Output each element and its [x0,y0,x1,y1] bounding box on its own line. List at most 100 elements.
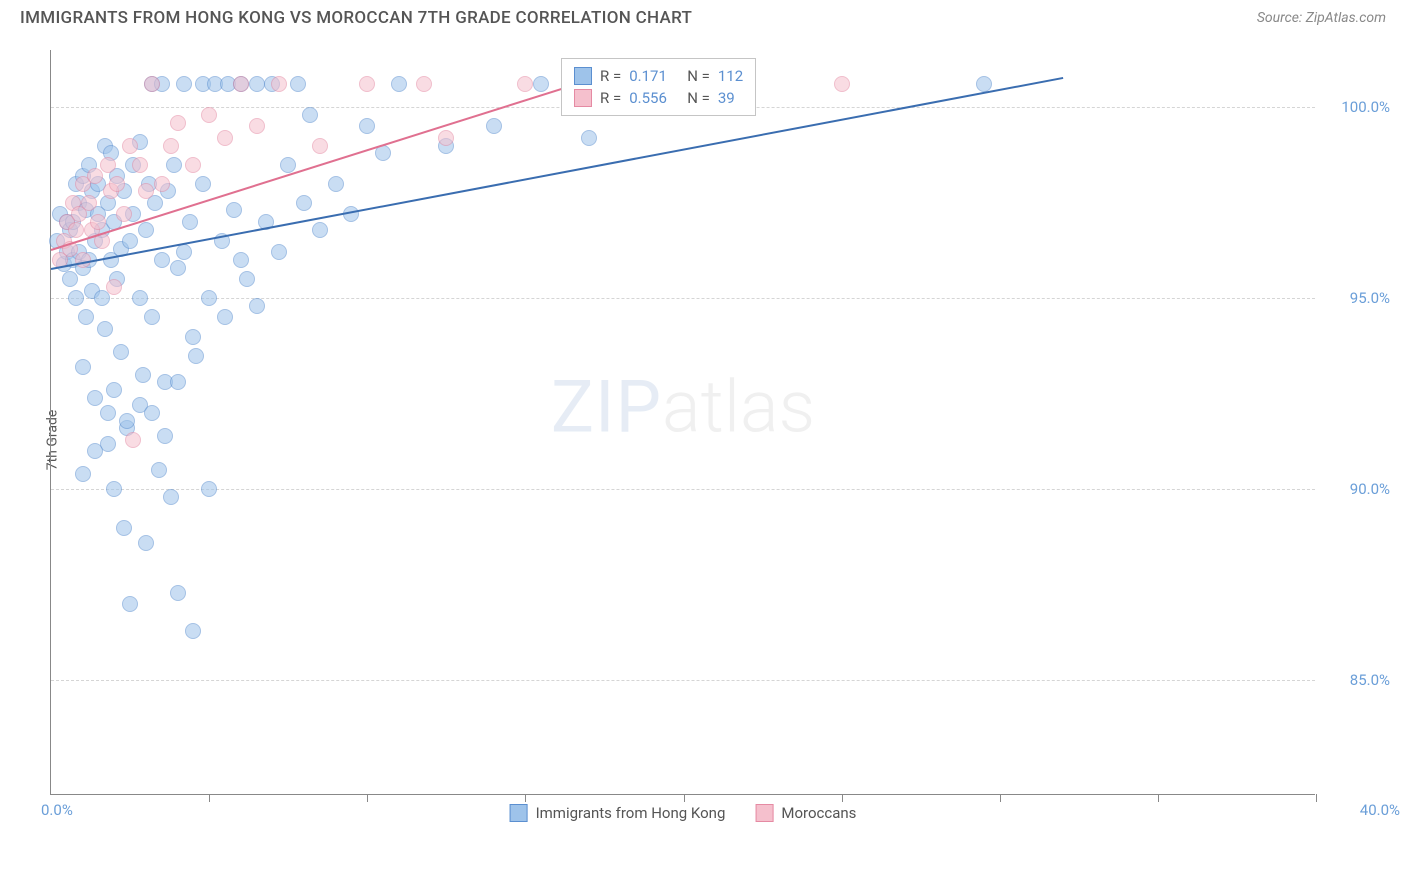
gridline-y [51,489,1315,490]
scatter-point [185,157,201,173]
scatter-point [97,321,113,337]
scatter-point [132,290,148,306]
scatter-point [122,138,138,154]
scatter-point [170,115,186,131]
scatter-point [116,206,132,222]
legend-swatch [574,67,592,85]
scatter-point [106,481,122,497]
scatter-point [138,222,154,238]
scatter-point [438,130,454,146]
scatter-point [170,585,186,601]
xtick [1158,794,1159,802]
x-legend-item: Moroccans [755,804,856,822]
scatter-point [359,118,375,134]
legend-swatch [574,89,592,107]
ytick-label: 100.0% [1341,98,1390,116]
scatter-point [239,271,255,287]
scatter-point [517,76,533,92]
ytick-label: 90.0% [1350,480,1390,498]
scatter-point [170,260,186,276]
scatter-point [106,279,122,295]
scatter-point [486,118,502,134]
scatter-point [249,298,265,314]
legend-n-value: 39 [718,89,735,107]
legend-swatch [510,804,528,822]
scatter-point [201,481,217,497]
scatter-point [185,329,201,345]
scatter-point [185,623,201,639]
scatter-point [106,382,122,398]
legend-n-label: N = [687,67,710,85]
scatter-point [87,168,103,184]
legend-n-value: 112 [718,67,743,85]
scatter-point [201,107,217,123]
scatter-point [416,76,432,92]
scatter-point [195,176,211,192]
xtick-label-left: 0.0% [41,801,73,819]
scatter-point [163,138,179,154]
series-name: Moroccans [781,804,856,822]
legend-row: R =0.171N =112 [574,65,743,87]
scatter-point [166,157,182,173]
x-legend-item: Immigrants from Hong Kong [510,804,726,822]
scatter-point [100,157,116,173]
scatter-point [533,76,549,92]
scatter-point [170,374,186,390]
ytick-label: 85.0% [1350,671,1390,689]
xtick [525,794,526,802]
scatter-point [834,76,850,92]
scatter-point [87,390,103,406]
scatter-point [90,214,106,230]
scatter-point [188,348,204,364]
scatter-point [151,462,167,478]
scatter-point [182,214,198,230]
scatter-point [109,176,125,192]
scatter-point [217,309,233,325]
scatter-point [144,309,160,325]
series-name: Immigrants from Hong Kong [536,804,726,822]
scatter-point [75,466,91,482]
xtick [684,794,685,802]
scatter-point [119,413,135,429]
scatter-point [75,359,91,375]
scatter-point [302,107,318,123]
legend-r-value: 0.556 [629,89,679,107]
watermark: ZIPatlas [551,365,815,450]
legend-n-label: N = [687,89,710,107]
scatter-point [113,344,129,360]
xtick [1000,794,1001,802]
legend-r-value: 0.171 [629,67,679,85]
scatter-point [233,76,249,92]
scatter-point [157,428,173,444]
scatter-point [217,130,233,146]
scatter-point [296,195,312,211]
trend-line [51,77,1063,270]
legend-row: R =0.556N =39 [574,87,743,109]
scatter-point [271,76,287,92]
chart-container: 7th Grade ZIPatlas 85.0%90.0%95.0%100.0%… [50,50,1390,830]
scatter-point [290,76,306,92]
scatter-point [68,290,84,306]
watermark-zip: ZIP [551,365,662,450]
scatter-point [271,244,287,260]
gridline-y [51,298,1315,299]
scatter-point [249,118,265,134]
xtick [209,794,210,802]
scatter-point [122,233,138,249]
scatter-point [135,367,151,383]
scatter-point [87,443,103,459]
scatter-point [116,520,132,536]
x-axis-legend: Immigrants from Hong Kong Moroccans [510,804,857,822]
scatter-point [391,76,407,92]
scatter-point [78,309,94,325]
xtick-label-right: 40.0% [1360,801,1400,819]
scatter-point [81,195,97,211]
watermark-atlas: atlas [662,365,815,450]
scatter-point [226,202,242,218]
ytick-label: 95.0% [1350,289,1390,307]
gridline-y [51,680,1315,681]
scatter-point [249,76,265,92]
scatter-point [125,432,141,448]
scatter-point [280,157,296,173]
scatter-point [176,76,192,92]
